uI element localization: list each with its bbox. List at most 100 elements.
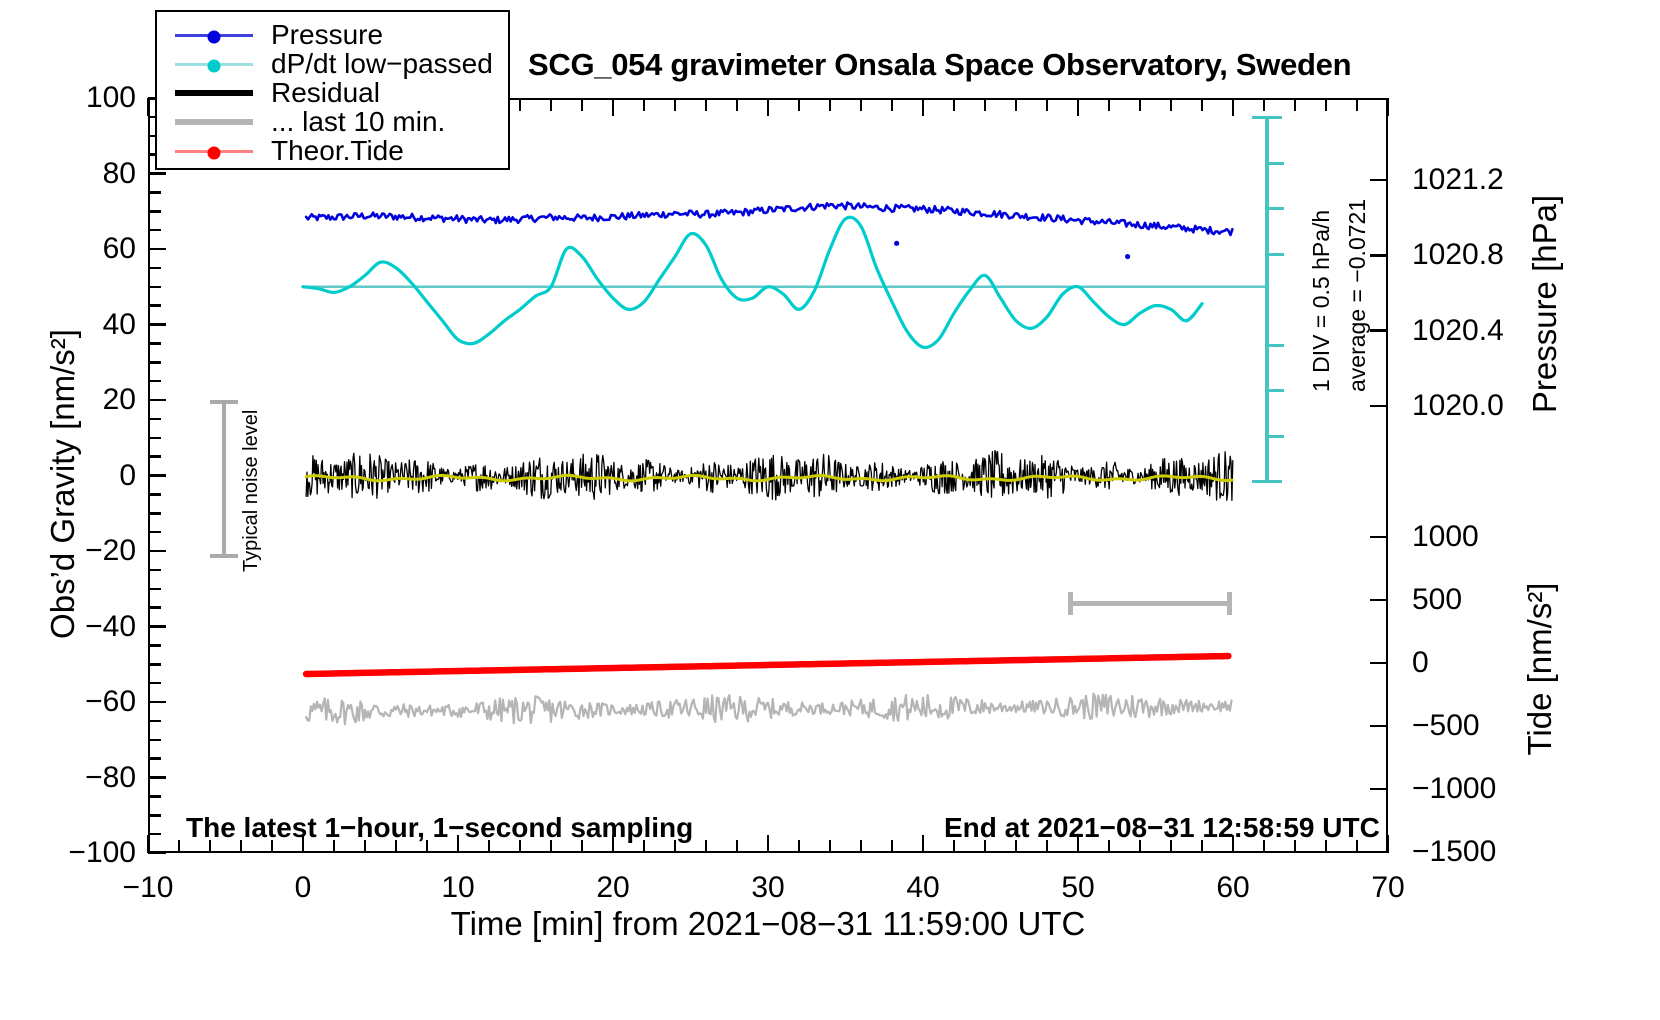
y-minor-tick bbox=[148, 663, 161, 666]
x-tick bbox=[1386, 835, 1390, 853]
x-tick-label: 40 bbox=[906, 871, 940, 904]
cyan-scale-endcap bbox=[1252, 480, 1282, 483]
y-minor-tick bbox=[148, 814, 161, 817]
x-minor-tick-top bbox=[1107, 98, 1111, 111]
y-right-tide-tick bbox=[1370, 787, 1388, 791]
y-minor-tick bbox=[148, 342, 161, 345]
x-tick-label: 30 bbox=[751, 871, 785, 904]
y-minor-tick bbox=[148, 587, 161, 590]
cyan-scale-tick bbox=[1269, 161, 1284, 165]
y-minor-tick bbox=[148, 153, 161, 156]
x-tick bbox=[301, 835, 305, 853]
y-right-tide-label: 1000 bbox=[1412, 520, 1479, 553]
y-tick-label: 60 bbox=[102, 232, 136, 265]
x-minor-tick-top bbox=[1045, 98, 1049, 111]
legend-item-last10min[interactable]: ... last 10 min. bbox=[175, 106, 508, 137]
y-minor-tick bbox=[148, 795, 161, 798]
last-10min-scale-bar-cap-left bbox=[1068, 592, 1073, 615]
y-tick-label: 0 bbox=[119, 458, 136, 492]
x-minor-tick bbox=[487, 840, 491, 853]
y-tick bbox=[148, 549, 166, 553]
y-tick-label: −40 bbox=[85, 609, 136, 643]
y-tick bbox=[148, 776, 166, 779]
legend-item-dpdt[interactable]: dP/dt low−passed bbox=[175, 48, 508, 79]
y-right-pressure-tick bbox=[1370, 329, 1388, 332]
legend: Pressure dP/dt low−passed Residual ... l… bbox=[155, 10, 510, 170]
x-minor-tick-top bbox=[1138, 98, 1142, 111]
cyan-scale-tick bbox=[1269, 207, 1284, 210]
y-tick-label: 40 bbox=[102, 307, 136, 341]
y-minor-tick bbox=[148, 115, 161, 119]
y-right-tide-tick bbox=[1370, 598, 1388, 602]
x-minor-tick-top bbox=[890, 98, 894, 111]
y-right-pressure-label: 1020.4 bbox=[1412, 313, 1504, 347]
cyan-scale-tick bbox=[1269, 343, 1284, 347]
x-tick bbox=[766, 835, 770, 853]
legend-label-last10min: ... last 10 min. bbox=[271, 106, 446, 137]
legend-swatch-residual bbox=[175, 90, 253, 96]
y-tick-label: −20 bbox=[85, 534, 136, 567]
x-minor-tick bbox=[177, 840, 181, 853]
x-tick-top bbox=[766, 98, 770, 116]
x-minor-tick bbox=[332, 840, 336, 853]
x-minor-tick bbox=[1107, 840, 1111, 853]
legend-item-residual[interactable]: Residual bbox=[175, 77, 508, 108]
bottom-left-note: The latest 1−hour, 1−second sampling bbox=[186, 812, 694, 843]
legend-label-pressure: Pressure bbox=[271, 19, 384, 50]
x-tick-label: 10 bbox=[441, 871, 475, 904]
x-minor-tick-top bbox=[1169, 98, 1173, 111]
x-minor-tick-top bbox=[518, 98, 522, 111]
y-minor-tick bbox=[148, 228, 161, 232]
y-axis-right-pressure-title: Pressure [hPa] bbox=[1526, 194, 1563, 414]
y-right-tide-label: 0 bbox=[1412, 646, 1429, 679]
x-minor-tick-top bbox=[859, 98, 863, 111]
y-minor-tick bbox=[148, 210, 161, 213]
x-minor-tick bbox=[549, 840, 553, 853]
x-minor-tick-top bbox=[983, 98, 987, 111]
y-axis-right-tide-title: Tide [nm/s²] bbox=[1521, 582, 1558, 756]
x-tick bbox=[146, 835, 150, 853]
x-minor-tick bbox=[1324, 840, 1328, 853]
y-minor-tick bbox=[148, 568, 161, 572]
y-minor-tick bbox=[148, 606, 161, 609]
y-minor-tick bbox=[148, 361, 161, 364]
x-minor-tick bbox=[1262, 840, 1266, 853]
y-right-tide-label: −1500 bbox=[1412, 835, 1497, 868]
y-minor-tick bbox=[148, 530, 161, 534]
y-minor-tick bbox=[148, 266, 161, 270]
legend-item-theortide[interactable]: Theor.Tide bbox=[175, 135, 508, 166]
x-tick-top bbox=[1386, 98, 1390, 116]
x-minor-tick-top bbox=[1324, 98, 1328, 111]
x-minor-tick-top bbox=[1200, 98, 1204, 111]
legend-swatch-last10min bbox=[175, 119, 253, 125]
x-minor-tick bbox=[642, 840, 646, 853]
x-minor-tick bbox=[239, 840, 243, 853]
x-tick-top bbox=[146, 98, 150, 116]
x-minor-tick bbox=[859, 840, 863, 853]
x-minor-tick bbox=[425, 840, 429, 853]
cyan-average-label: average = −0.0721 bbox=[1344, 198, 1370, 392]
y-minor-tick bbox=[148, 417, 161, 421]
x-tick-label: 70 bbox=[1371, 871, 1405, 904]
noise-level-cap-bottom bbox=[210, 554, 238, 558]
y-minor-tick bbox=[148, 681, 161, 685]
x-tick bbox=[456, 835, 460, 853]
x-tick-label: 50 bbox=[1061, 871, 1095, 904]
noise-level-label: Typical noise level bbox=[240, 409, 262, 572]
y-right-pressure-label: 1020.0 bbox=[1412, 389, 1504, 422]
y-right-pressure-tick bbox=[1370, 404, 1388, 408]
cyan-scale-axis bbox=[1265, 116, 1269, 480]
legend-label-residual: Residual bbox=[271, 77, 380, 108]
cyan-scale-tick bbox=[1269, 434, 1284, 438]
x-tick bbox=[921, 835, 925, 853]
legend-swatch-dpdt bbox=[175, 59, 253, 72]
y-axis-left-title: Obs’d Gravity [nm/s²] bbox=[44, 329, 81, 639]
x-minor-tick bbox=[518, 840, 522, 853]
x-minor-tick bbox=[270, 840, 274, 853]
y-right-tide-tick bbox=[1370, 661, 1388, 665]
x-tick bbox=[611, 835, 615, 853]
x-minor-tick bbox=[1138, 840, 1142, 853]
y-minor-tick bbox=[148, 512, 161, 515]
legend-item-pressure[interactable]: Pressure bbox=[175, 19, 508, 50]
legend-label-dpdt: dP/dt low−passed bbox=[271, 48, 493, 79]
